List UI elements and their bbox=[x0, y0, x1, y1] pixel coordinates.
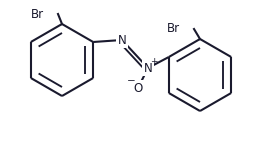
Text: N: N bbox=[118, 33, 126, 46]
Text: Br: Br bbox=[167, 22, 180, 36]
Text: N: N bbox=[144, 61, 152, 75]
Text: +: + bbox=[150, 57, 158, 66]
Text: Br: Br bbox=[31, 8, 44, 21]
Text: O: O bbox=[134, 81, 143, 94]
Text: −: − bbox=[127, 76, 135, 86]
